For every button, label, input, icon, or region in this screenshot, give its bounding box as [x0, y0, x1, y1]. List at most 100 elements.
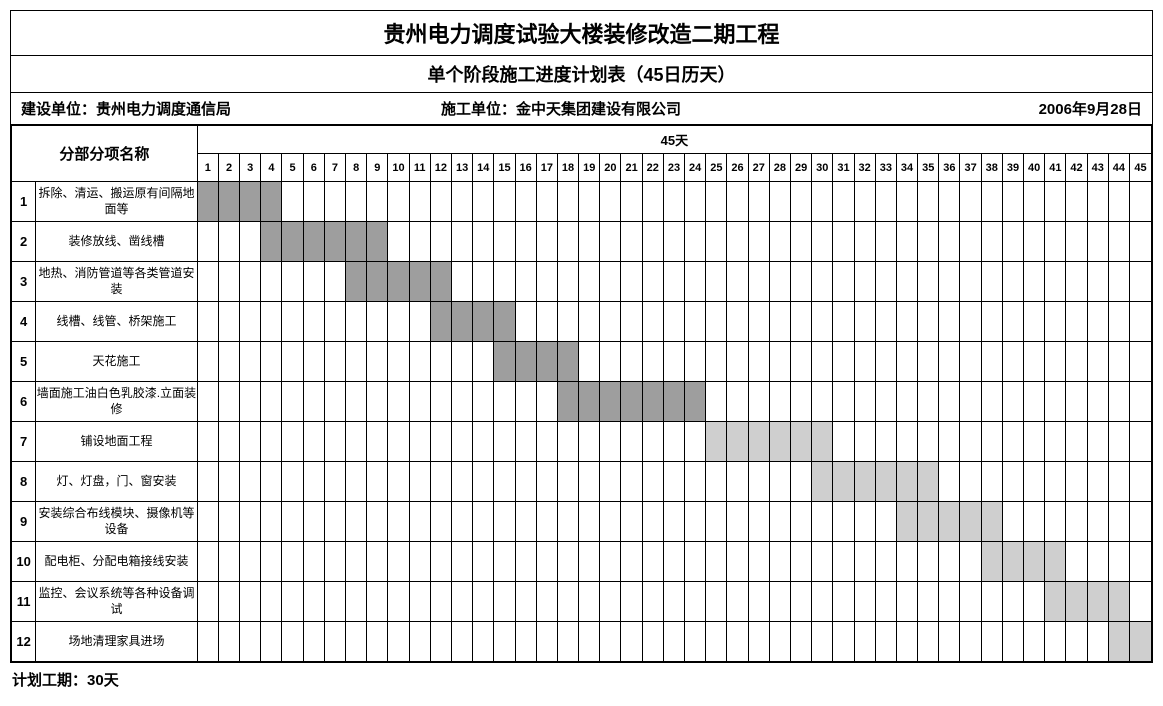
gantt-cell	[240, 302, 261, 342]
gantt-cell	[939, 302, 960, 342]
gantt-cell	[706, 342, 727, 382]
gantt-cell	[430, 182, 451, 222]
gantt-cell	[981, 182, 1002, 222]
gantt-cell	[1066, 542, 1087, 582]
day-header-8: 8	[346, 154, 367, 182]
day-header-25: 25	[706, 154, 727, 182]
gantt-cell	[833, 622, 854, 662]
gantt-cell	[515, 382, 536, 422]
gantt-cell	[346, 342, 367, 382]
doc-date: 2006年9月28日	[992, 98, 1142, 119]
gantt-cell	[981, 462, 1002, 502]
gantt-cell	[282, 422, 303, 462]
gantt-cell	[833, 262, 854, 302]
gantt-cell	[621, 622, 642, 662]
gantt-cell	[536, 622, 557, 662]
gantt-cell	[833, 582, 854, 622]
gantt-cell	[303, 342, 324, 382]
gantt-cell	[1002, 262, 1023, 302]
gantt-cell	[557, 462, 578, 502]
gantt-cell	[896, 222, 917, 262]
gantt-cell	[706, 262, 727, 302]
gantt-cell	[621, 302, 642, 342]
footer-label: 计划工期：	[12, 672, 87, 689]
gantt-cell	[579, 542, 600, 582]
gantt-cell	[409, 542, 430, 582]
gantt-cell	[261, 182, 282, 222]
gantt-cell	[790, 422, 811, 462]
gantt-cell	[367, 222, 388, 262]
gantt-cell	[706, 382, 727, 422]
gantt-cell	[748, 462, 769, 502]
gantt-cell	[324, 302, 345, 342]
gantt-cell	[388, 582, 409, 622]
gantt-cell	[303, 302, 324, 342]
gantt-cell	[324, 462, 345, 502]
task-row: 4线槽、线管、桥架施工	[12, 302, 1152, 342]
gantt-cell	[727, 582, 748, 622]
gantt-cell	[875, 462, 896, 502]
doc-title: 贵州电力调度试验大楼装修改造二期工程	[11, 11, 1152, 56]
contractor-name: 金中天集团建设有限公司	[516, 101, 681, 118]
gantt-cell	[515, 342, 536, 382]
gantt-cell	[1087, 582, 1108, 622]
gantt-cell	[748, 502, 769, 542]
gantt-cell	[218, 262, 239, 302]
gantt-cell	[557, 502, 578, 542]
gantt-cell	[218, 382, 239, 422]
gantt-cell	[515, 182, 536, 222]
gantt-cell	[409, 342, 430, 382]
gantt-cell	[261, 462, 282, 502]
gantt-cell	[769, 342, 790, 382]
gantt-cell	[896, 422, 917, 462]
gantt-cell	[324, 502, 345, 542]
task-num: 1	[12, 182, 36, 222]
gantt-cell	[854, 582, 875, 622]
gantt-cell	[1045, 542, 1066, 582]
gantt-cell	[303, 542, 324, 582]
day-header-35: 35	[918, 154, 939, 182]
gantt-cell	[473, 222, 494, 262]
gantt-cell	[981, 502, 1002, 542]
gantt-cell	[1045, 622, 1066, 662]
gantt-cell	[1045, 462, 1066, 502]
days-span-header: 45天	[197, 126, 1151, 154]
contractor-info: 施工单位：金中天集团建设有限公司	[401, 98, 992, 119]
day-header-19: 19	[579, 154, 600, 182]
gantt-cell	[642, 382, 663, 422]
gantt-cell	[981, 622, 1002, 662]
gantt-cell	[875, 262, 896, 302]
gantt-cell	[812, 422, 833, 462]
gantt-cell	[642, 502, 663, 542]
gantt-cell	[494, 582, 515, 622]
gantt-cell	[515, 422, 536, 462]
gantt-cell	[557, 542, 578, 582]
gantt-cell	[388, 542, 409, 582]
gantt-cell	[409, 262, 430, 302]
gantt-cell	[261, 302, 282, 342]
gantt-cell	[812, 542, 833, 582]
gantt-cell	[875, 622, 896, 662]
gantt-cell	[621, 182, 642, 222]
gantt-cell	[240, 382, 261, 422]
gantt-cell	[473, 502, 494, 542]
gantt-cell	[240, 182, 261, 222]
gantt-cell	[854, 302, 875, 342]
gantt-cell	[918, 582, 939, 622]
gantt-cell	[896, 262, 917, 302]
day-header-5: 5	[282, 154, 303, 182]
gantt-cell	[621, 262, 642, 302]
gantt-cell	[197, 502, 218, 542]
gantt-cell	[1002, 182, 1023, 222]
gantt-cell	[1108, 182, 1129, 222]
gantt-cell	[494, 342, 515, 382]
day-header-42: 42	[1066, 154, 1087, 182]
gantt-cell	[240, 262, 261, 302]
gantt-cell	[769, 262, 790, 302]
gantt-cell	[324, 262, 345, 302]
gantt-cell	[1108, 582, 1129, 622]
gantt-cell	[388, 302, 409, 342]
task-row: 6墙面施工油白色乳胶漆.立面装修	[12, 382, 1152, 422]
day-header-14: 14	[473, 154, 494, 182]
gantt-cell	[409, 502, 430, 542]
